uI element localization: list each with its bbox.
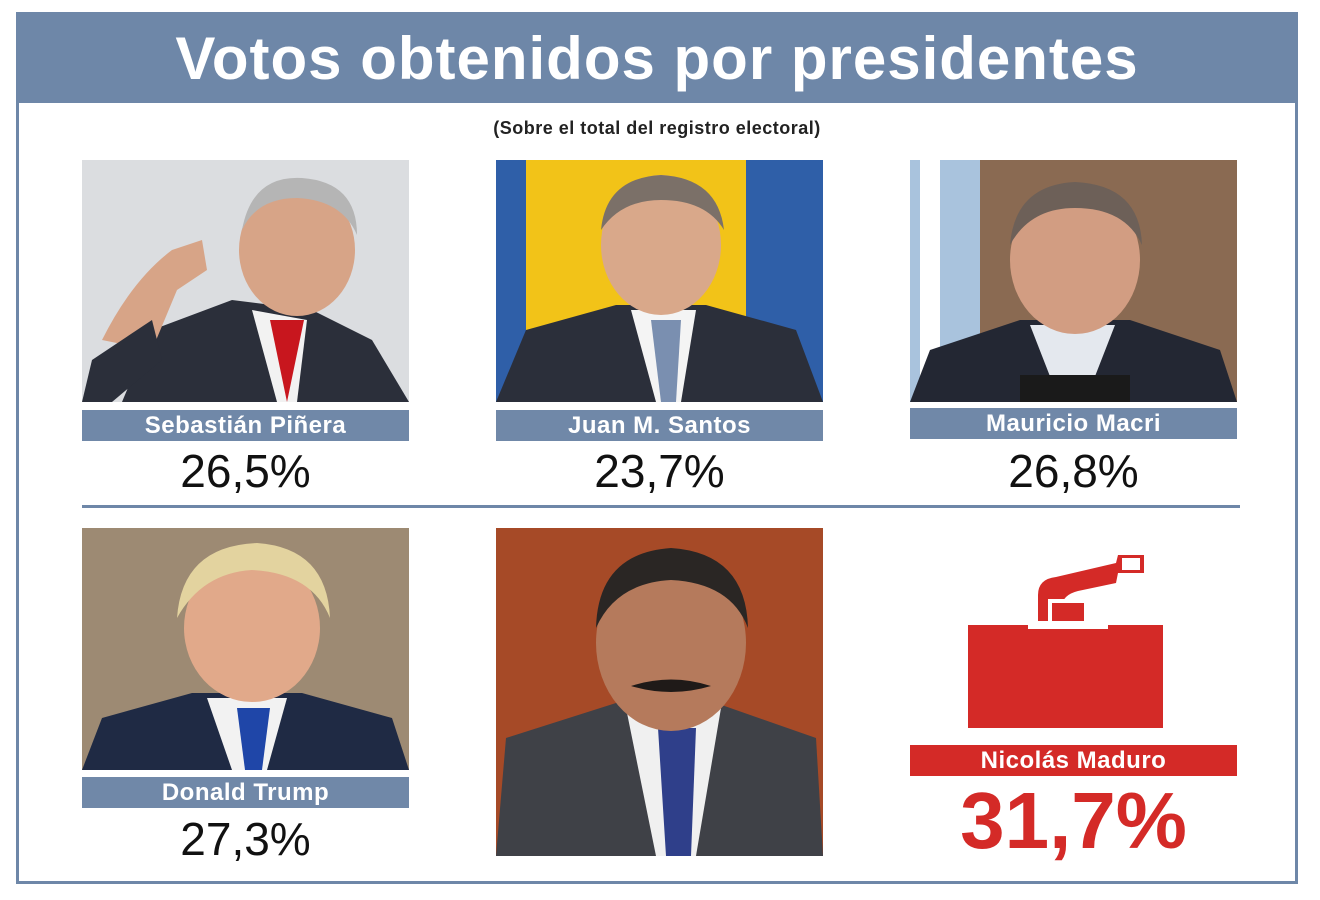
chart-title: Votos obtenidos por presidentes [175,25,1139,92]
photo-sebastian-pinera [82,160,409,402]
row-divider [82,505,1240,508]
percent-trump: 27,3% [180,813,311,865]
percent-macri: 26,8% [1008,445,1139,497]
name-label-pinera: Sebastián Piñera [82,410,409,441]
infographic-frame: Votos obtenidos por presidentes (Sobre e… [16,12,1298,884]
name-label-santos: Juan M. Santos [496,410,823,441]
name-label-trump: Donald Trump [82,777,409,808]
photo-donald-trump [82,528,409,770]
ballot-box-icon [966,555,1176,730]
name-label-macri: Mauricio Macri [910,408,1237,439]
percent-maduro: 31,7% [960,776,1187,865]
chart-subtitle: (Sobre el total del registro electoral) [493,118,821,138]
percent-pinera: 26,5% [180,445,311,497]
name-label-maduro: Nicolás Maduro [910,745,1237,776]
photo-nicolas-maduro [496,528,823,856]
photo-juan-santos [496,160,823,402]
header-bar: Votos obtenidos por presidentes [19,15,1295,103]
percent-santos: 23,7% [594,445,725,497]
photo-mauricio-macri [910,160,1237,402]
